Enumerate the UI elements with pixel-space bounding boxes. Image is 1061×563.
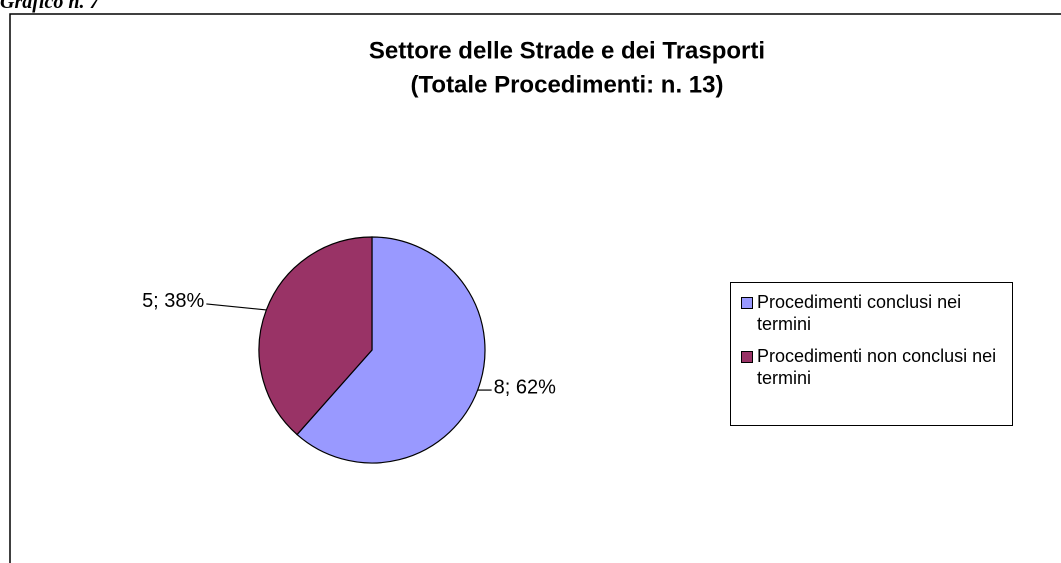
chart-subtitle: (Totale Procedimenti: n. 13)	[411, 71, 724, 98]
legend-item: Procedimenti non conclusi nei termini	[741, 345, 1006, 389]
leader-line	[206, 303, 267, 311]
legend-swatch	[741, 297, 753, 309]
legend-label: Procedimenti non conclusi nei termini	[757, 346, 997, 388]
data-label: 5; 38%	[142, 290, 204, 312]
legend: Procedimenti conclusi nei termini Procedi…	[730, 282, 1013, 426]
caption: Grafico n. 7	[0, 0, 100, 13]
legend-swatch	[741, 351, 753, 363]
pie-slice	[258, 236, 373, 436]
chart-frame	[9, 13, 1061, 563]
pie-slice	[296, 236, 486, 464]
legend-item: Procedimenti conclusi nei termini	[741, 291, 1006, 335]
chart-title: Settore delle Strade e dei Trasporti	[369, 37, 765, 64]
legend-label: Procedimenti conclusi nei termini	[757, 292, 962, 334]
data-label: 8; 62%	[494, 376, 556, 398]
